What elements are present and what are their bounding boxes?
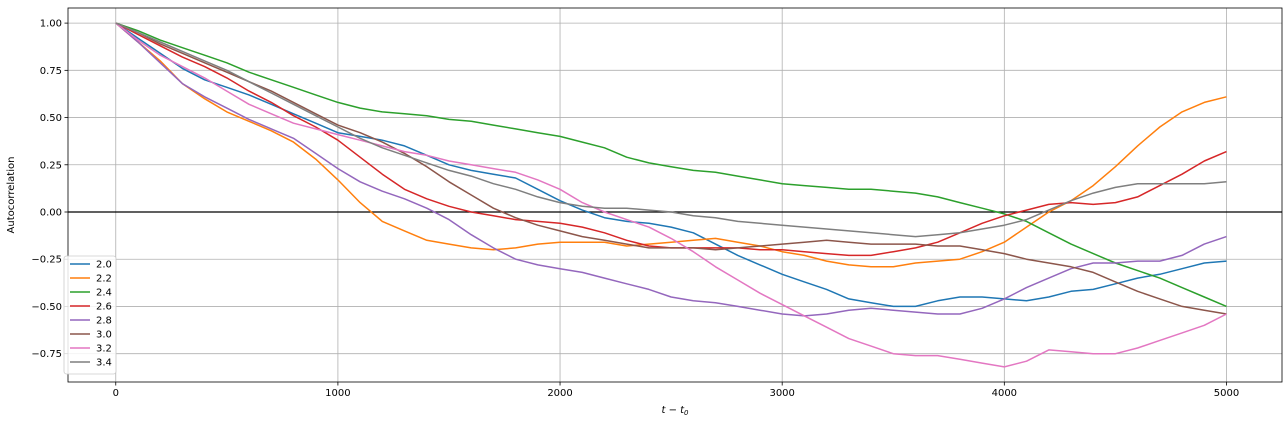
series-lines — [115, 22, 1227, 368]
x-tick-label: 5000 — [1214, 388, 1239, 399]
series-line-2-0 — [115, 22, 1227, 308]
legend-label-3-4: 3.4 — [96, 358, 112, 369]
y-tick-label: 0.00 — [40, 208, 62, 219]
x-tick-label: 4000 — [992, 388, 1017, 399]
y-tick-label: 0.50 — [40, 113, 62, 124]
x-axis-label-subscript: 0 — [684, 409, 689, 417]
series-line-2-2 — [115, 22, 1227, 268]
plot-frame — [67, 7, 1283, 383]
y-tick-label: −0.25 — [31, 255, 62, 266]
y-axis-label: Autocorrelation — [6, 157, 17, 234]
x-axis-label-main: t − t — [661, 405, 685, 416]
x-tick-label: 3000 — [769, 388, 794, 399]
legend-label-3-0: 3.0 — [96, 330, 112, 341]
axis-ticks: 0 1000 2000 3000 4000 5000 −0.75 −0.50 −0.25 0.00… — [31, 19, 1239, 399]
legend-box — [63, 255, 117, 375]
legend-label-2-0: 2.0 — [96, 260, 112, 271]
x-tick-label: 2000 — [547, 388, 572, 399]
series-line-2-4 — [115, 22, 1227, 308]
x-axis-label: t − t0 — [661, 405, 689, 417]
series-line-3-2 — [115, 22, 1227, 368]
y-tick-label: 1.00 — [40, 19, 62, 30]
legend-label-2-4: 2.4 — [96, 288, 112, 299]
series-line-2-8 — [115, 22, 1227, 317]
legend: 2.0 2.2 2.4 2.6 2.8 3.0 3.2 3.4 — [63, 255, 117, 375]
series-line-3-4 — [115, 22, 1227, 238]
x-tick-label: 1000 — [325, 388, 350, 399]
legend-label-2-6: 2.6 — [96, 302, 112, 313]
y-tick-label: 0.75 — [40, 66, 62, 77]
x-tick-label: 0 — [113, 388, 119, 399]
y-tick-label: 0.25 — [40, 160, 62, 171]
y-tick-label: −0.75 — [31, 349, 62, 360]
grid — [68, 8, 1282, 382]
series-line-3-0 — [115, 22, 1227, 315]
y-tick-label: −0.50 — [31, 302, 62, 313]
legend-label-2-2: 2.2 — [96, 274, 112, 285]
series-line-2-6 — [115, 22, 1227, 257]
legend-label-3-2: 3.2 — [96, 344, 112, 355]
legend-label-2-8: 2.8 — [96, 316, 112, 327]
